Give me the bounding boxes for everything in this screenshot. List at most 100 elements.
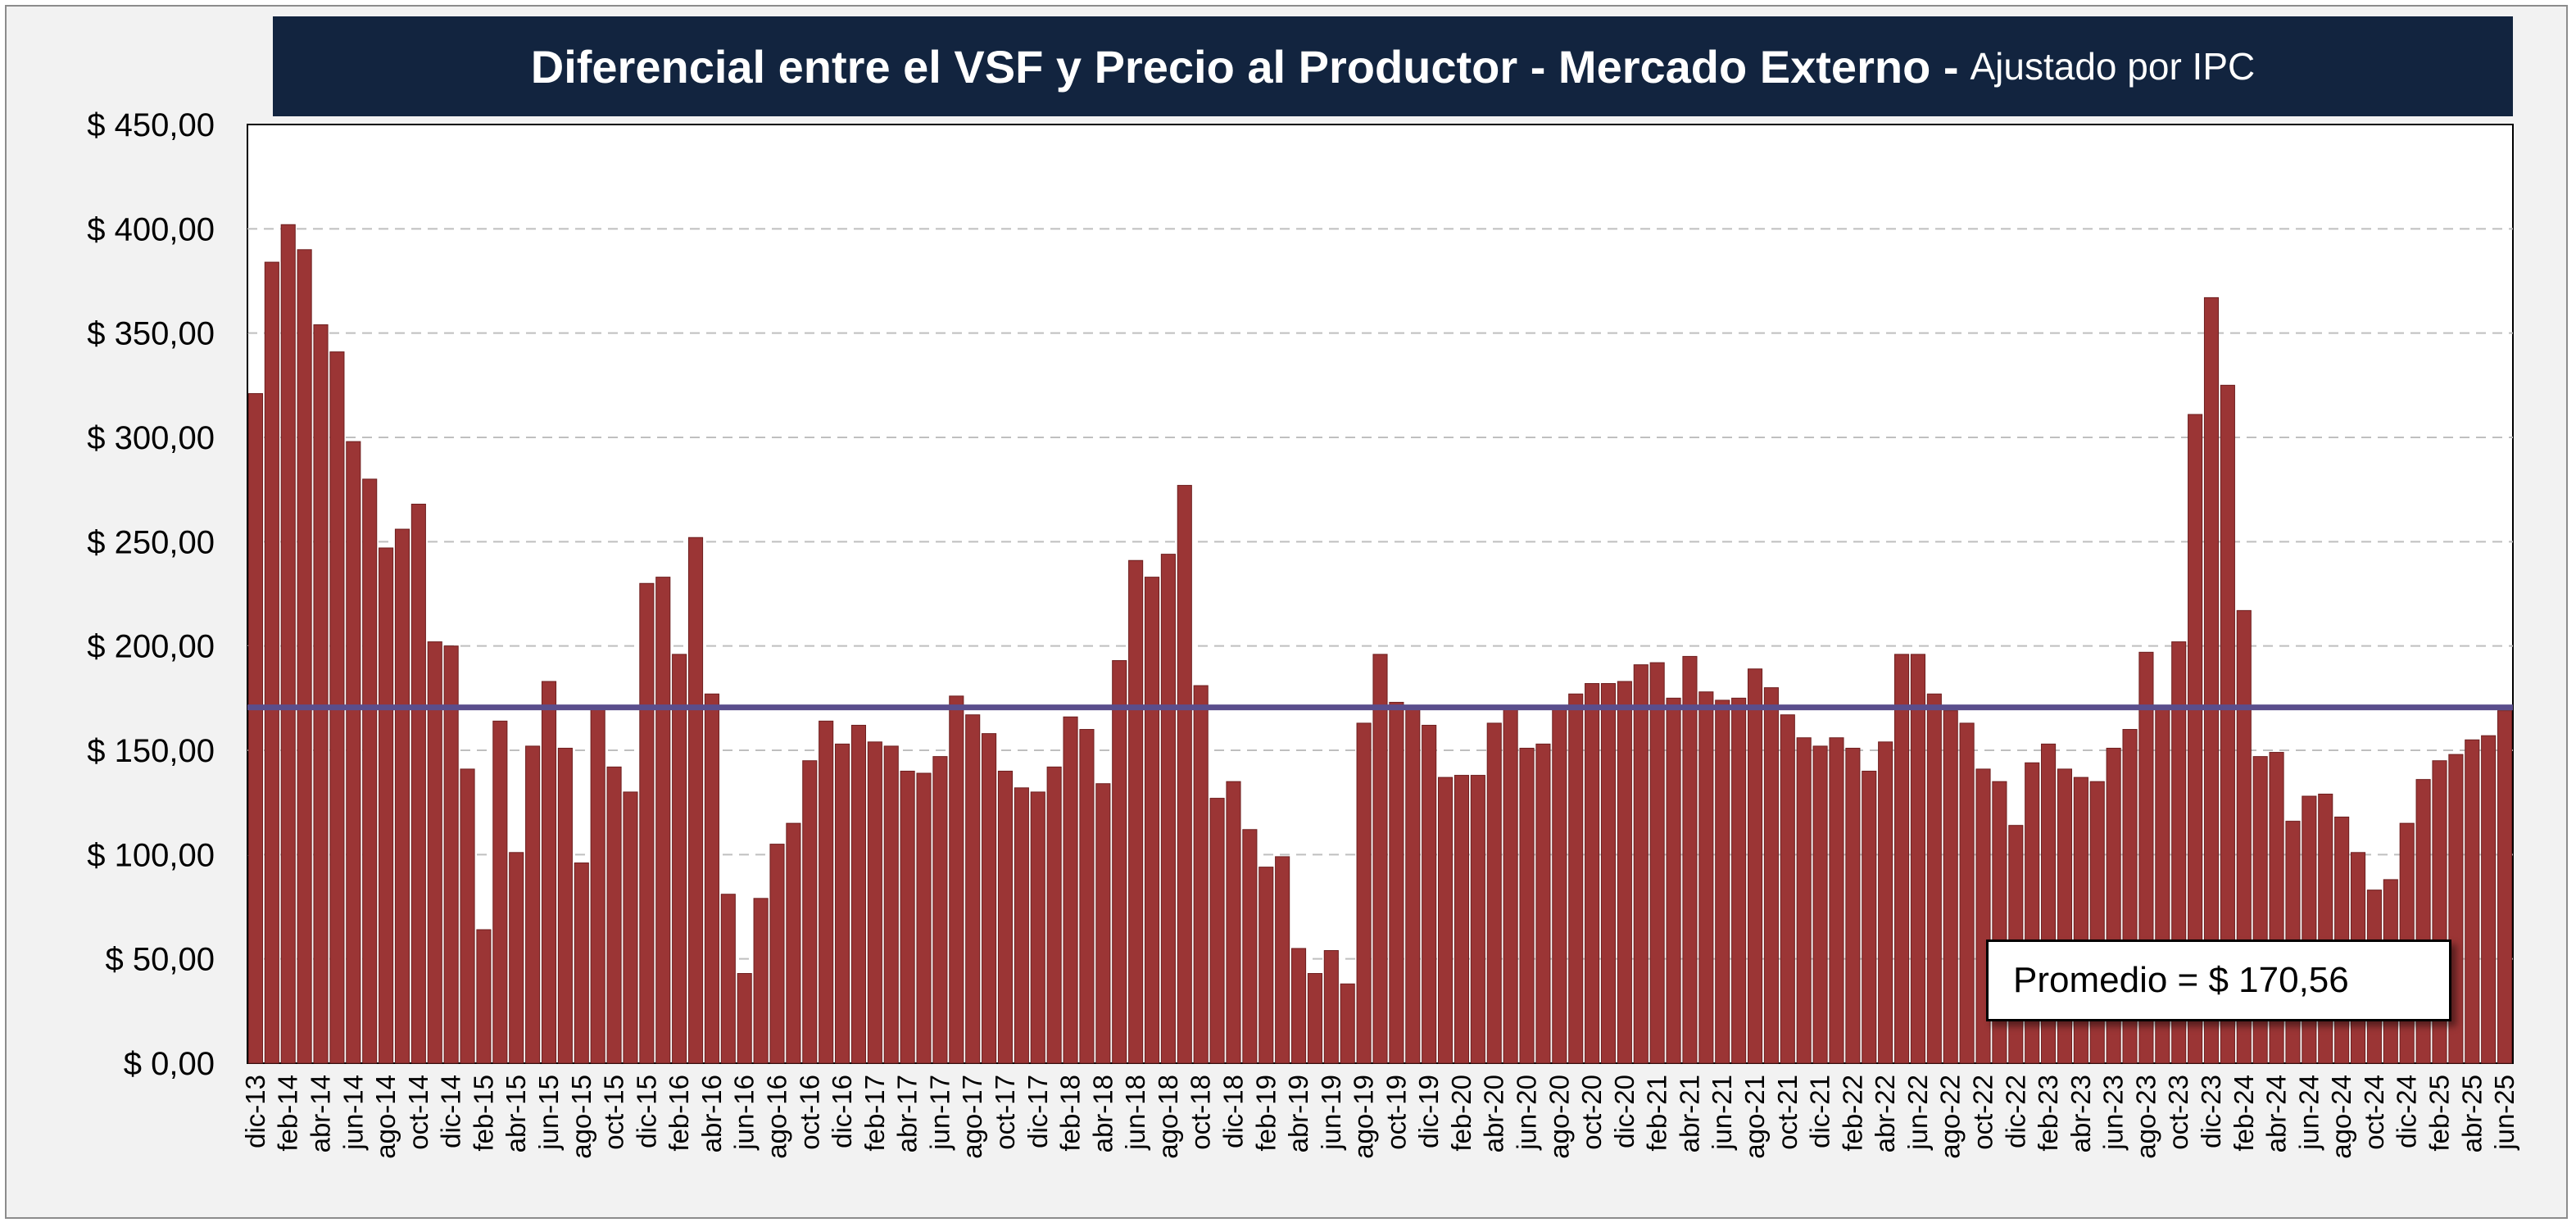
bar — [835, 743, 850, 1064]
x-tick-label: jun-20 — [1512, 1075, 1542, 1151]
bar — [932, 756, 948, 1064]
bar — [410, 503, 426, 1064]
x-tick-label: feb-19 — [1250, 1075, 1281, 1152]
bar — [1943, 710, 1958, 1064]
x-tick-label: jun-17 — [924, 1075, 955, 1151]
bar — [1910, 654, 1925, 1064]
x-tick-label: ago-16 — [761, 1075, 791, 1159]
bar — [264, 261, 279, 1064]
bar — [1340, 983, 1355, 1064]
bar — [720, 894, 736, 1064]
y-tick-label: $ 450,00 — [87, 107, 215, 143]
x-tick-label: feb-24 — [2229, 1075, 2259, 1152]
x-tick-label: abr-19 — [1283, 1075, 1313, 1152]
x-tick-label: feb-16 — [664, 1075, 694, 1152]
bar — [737, 972, 752, 1064]
x-tick-label: abr-18 — [1087, 1075, 1118, 1152]
y-tick-labels: $ 0,00 $ 50,00 $ 100,00 $ 150,00 $ 200,00 $ 2… — [87, 107, 215, 1082]
bar — [2448, 754, 2464, 1064]
x-tick-label: oct-20 — [1576, 1075, 1607, 1150]
x-tick-label: dic-22 — [2000, 1075, 2030, 1148]
bar — [1617, 681, 1632, 1064]
bar — [639, 582, 655, 1064]
bar — [867, 741, 882, 1064]
bar — [1666, 697, 1681, 1064]
x-tick-label: abr-20 — [1479, 1075, 1509, 1152]
x-tick-label: feb-18 — [1055, 1075, 1086, 1152]
bar — [1454, 775, 1470, 1064]
x-tick-label: dic-19 — [1413, 1075, 1444, 1148]
x-tick-label: oct-21 — [1772, 1075, 1803, 1150]
x-tick-label: ago-24 — [2326, 1075, 2356, 1159]
bar — [672, 654, 687, 1064]
x-tick-label: abr-14 — [306, 1075, 336, 1152]
x-tick-label: dic-14 — [436, 1075, 466, 1148]
bar — [2465, 739, 2480, 1064]
bar — [949, 695, 964, 1064]
x-tick-label: jun-15 — [533, 1075, 564, 1151]
bar — [2203, 297, 2220, 1064]
bar — [1747, 668, 1763, 1064]
x-tick-label: jun-14 — [338, 1075, 368, 1151]
x-tick-label: jun-21 — [1707, 1075, 1737, 1151]
bar — [525, 745, 541, 1064]
bar — [850, 724, 867, 1064]
bar — [1209, 798, 1225, 1064]
bar — [623, 791, 638, 1064]
bar — [1323, 949, 1339, 1064]
bar — [2220, 384, 2235, 1064]
bar — [1193, 685, 1209, 1064]
bar — [346, 441, 361, 1064]
bar — [557, 747, 573, 1064]
bar — [427, 641, 442, 1064]
bar — [1812, 745, 1828, 1064]
y-tick-label: $ 350,00 — [87, 316, 215, 352]
bar — [819, 720, 834, 1064]
bar — [476, 929, 492, 1064]
bar — [769, 844, 785, 1064]
x-tick-label: ago-14 — [370, 1075, 401, 1159]
bar — [1829, 737, 1844, 1064]
bar — [1128, 559, 1144, 1064]
x-tick-label: abr-15 — [501, 1075, 531, 1152]
x-tick-label: abr-24 — [2261, 1075, 2292, 1152]
x-tick-label: oct-17 — [990, 1075, 1020, 1150]
bar — [1160, 554, 1176, 1064]
x-tick-label: ago-20 — [1544, 1075, 1574, 1159]
bar — [590, 708, 605, 1064]
bar — [802, 760, 818, 1064]
y-tick-label: $ 150,00 — [87, 733, 215, 769]
x-tick-label: dic-24 — [2392, 1075, 2422, 1148]
bar — [509, 852, 524, 1064]
y-tick-label: $ 300,00 — [87, 420, 215, 456]
x-tick-label: oct-18 — [1186, 1075, 1216, 1150]
bar — [1503, 708, 1518, 1064]
x-tick-label: ago-15 — [566, 1075, 596, 1159]
x-tick-label: feb-20 — [1446, 1075, 1476, 1152]
y-tick-label: $ 50,00 — [106, 942, 215, 978]
x-tick-label: abr-25 — [2456, 1075, 2487, 1152]
bar — [394, 528, 410, 1064]
bar — [1030, 791, 1045, 1064]
x-tick-label: jun-18 — [1120, 1075, 1150, 1151]
bar — [1372, 654, 1388, 1064]
x-tick-label: oct-16 — [794, 1075, 824, 1150]
x-tick-label: ago-19 — [1349, 1075, 1379, 1159]
x-tick-label: feb-25 — [2424, 1075, 2454, 1152]
x-tick-label: dic-13 — [240, 1075, 270, 1148]
x-tick-label: abr-17 — [892, 1075, 923, 1152]
x-tick-label: jun-19 — [1316, 1075, 1346, 1151]
bar — [443, 645, 459, 1064]
x-tick-label: ago-23 — [2130, 1075, 2161, 1159]
x-tick-label: jun-22 — [1903, 1075, 1933, 1151]
x-tick-label: jun-23 — [2098, 1075, 2129, 1151]
bar — [1682, 655, 1698, 1064]
bar — [1633, 664, 1649, 1064]
bar — [606, 766, 622, 1064]
x-tick-label: jun-16 — [729, 1075, 760, 1151]
bar — [1112, 659, 1127, 1064]
x-tick-labels: dic-13 feb-14 abr-14 jun-14 ago-14 oct-14 dic-… — [240, 1075, 2519, 1159]
bar — [687, 537, 704, 1064]
x-tick-label: feb-22 — [1837, 1075, 1867, 1152]
x-tick-label: oct-22 — [1968, 1075, 1998, 1150]
